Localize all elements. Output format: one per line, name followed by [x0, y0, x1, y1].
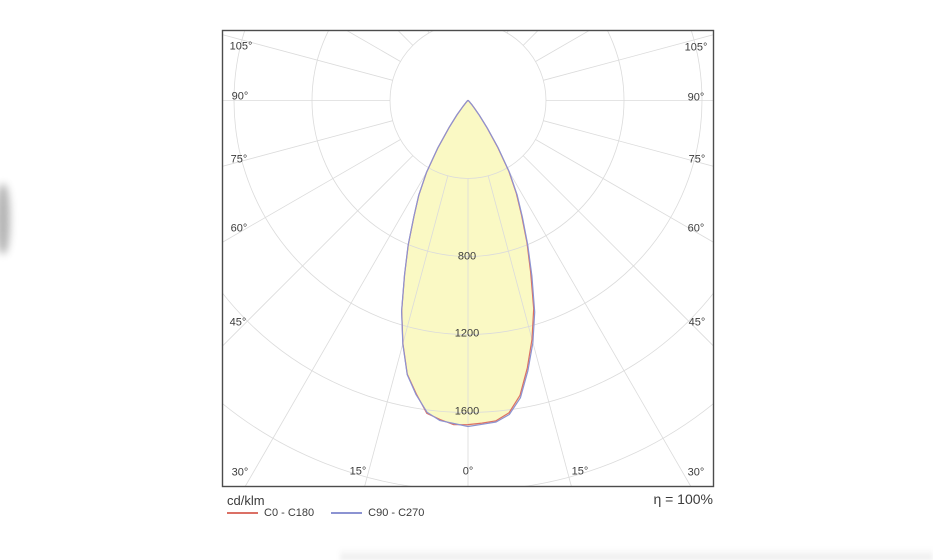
- angle-label-right-60: 60°: [687, 222, 705, 235]
- plot-frame: [221, 29, 715, 488]
- angle-label-left-60: 60°: [230, 222, 248, 235]
- legend: C0 - C180 C90 - C270: [227, 507, 424, 519]
- angle-label-right-105: 105°: [684, 41, 708, 54]
- legend-label-c0-c180: C0 - C180: [264, 507, 315, 519]
- ring-label-800: 800: [457, 250, 477, 263]
- ring-label-1200: 1200: [454, 327, 480, 340]
- angle-label-right-75: 75°: [688, 153, 706, 166]
- unit-label: cd/klm: [227, 493, 265, 508]
- angle-label-left-75: 75°: [230, 153, 248, 166]
- angle-label-right-90: 90°: [687, 91, 705, 104]
- angle-label-right-45: 45°: [688, 316, 706, 329]
- angle-label-left-105: 105°: [229, 40, 253, 53]
- angle-label-left-30: 30°: [231, 466, 249, 479]
- angle-label-bottom-0: 0°: [462, 465, 474, 478]
- efficiency-label: η = 100%: [653, 491, 713, 507]
- angle-label-bottom-15r: 15°: [571, 465, 589, 478]
- legend-line-icon-c90: [331, 512, 363, 514]
- ring-label-1600: 1600: [454, 405, 480, 418]
- legend-entry-c0-c180: C0 - C180: [227, 507, 314, 519]
- angle-label-left-90: 90°: [231, 90, 249, 103]
- artifact-shadow-bottom: [340, 548, 933, 560]
- legend-label-c90-c270: C90 - C270: [368, 507, 425, 519]
- legend-entry-c90-c270: C90 - C270: [331, 507, 424, 519]
- angle-label-left-45: 45°: [229, 316, 247, 329]
- angle-label-right-30: 30°: [687, 466, 705, 479]
- angle-label-bottom-15l: 15°: [349, 465, 367, 478]
- legend-line-icon-c0: [227, 512, 258, 514]
- artifact-smudge-left: [0, 184, 10, 254]
